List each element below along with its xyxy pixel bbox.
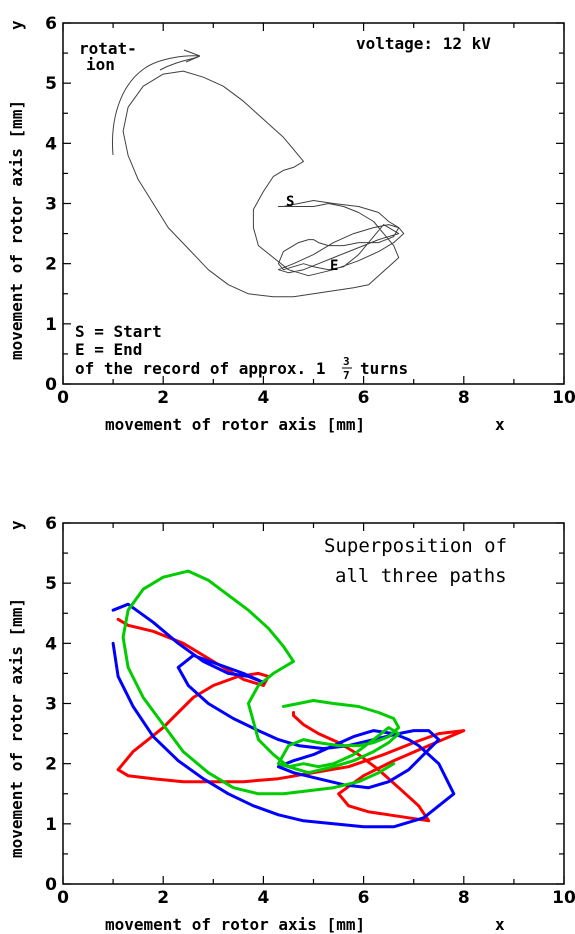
- x-tick-labels: 0 2 4 6 8 10: [57, 388, 575, 408]
- series-line-1: [116, 617, 466, 823]
- x-tick-label: 4: [257, 388, 269, 408]
- rotation-annotation-line1: rotat-: [79, 39, 137, 58]
- x-tick-label: 6: [358, 388, 370, 408]
- axis-ticks: [62, 22, 565, 385]
- start-marker: S: [286, 194, 294, 210]
- series-line-1: [122, 70, 405, 298]
- y-tick-label: 6: [45, 514, 57, 534]
- y-tick-label: 3: [45, 195, 57, 215]
- chart-title-line2: all three paths: [335, 565, 507, 587]
- y-tick-label: 2: [45, 255, 57, 275]
- y-tick-label: 0: [45, 375, 57, 395]
- series-group: [111, 569, 466, 829]
- x-tick-label: 10: [552, 388, 575, 408]
- y-tick-label: 5: [45, 574, 57, 594]
- x-tick-label: 2: [157, 888, 169, 908]
- plot-area-frame: [62, 22, 565, 385]
- y-tick-label: 5: [45, 74, 57, 94]
- x-tick-label: 2: [157, 388, 169, 408]
- rotation-annotation-line2: ion: [86, 55, 115, 74]
- x-tick-label: 4: [257, 888, 269, 908]
- x-axis-variable: x: [495, 415, 505, 434]
- y-tick-label: 4: [45, 134, 57, 154]
- x-tick-label: 8: [458, 388, 470, 408]
- y-tick-label: 3: [45, 695, 57, 715]
- y-tick-label: 4: [45, 634, 57, 654]
- y-tick-label: 1: [45, 815, 57, 835]
- series-group: [122, 70, 405, 298]
- fraction-denominator: 7: [343, 369, 350, 382]
- axis-ticks: [62, 522, 565, 885]
- rotation-arrow-inner: [159, 56, 199, 71]
- legend-end: E = End: [75, 340, 142, 359]
- y-tick-labels: 0 1 2 3 4 5 6: [45, 14, 57, 395]
- legend-start: S = Start: [75, 322, 162, 341]
- y-tick-labels: 0 1 2 3 4 5 6: [45, 514, 57, 895]
- x-axis-variable: x: [495, 915, 505, 934]
- y-axis-variable: y: [7, 20, 26, 30]
- end-marker: E: [330, 258, 338, 274]
- y-tick-label: 6: [45, 14, 57, 34]
- y-tick-label: 0: [45, 875, 57, 895]
- record-note-turns: turns: [360, 359, 408, 378]
- chart-1: 0 2 4 6 8 10 0 1 2 3 4 5 6 movement of rotor axis […: [7, 14, 575, 434]
- y-axis-label: movement of rotor axis [mm]: [7, 100, 26, 360]
- x-tick-label: 10: [552, 888, 575, 908]
- y-tick-label: 1: [45, 315, 57, 335]
- x-tick-label: 0: [57, 388, 69, 408]
- voltage-annotation: voltage: 12 kV: [356, 34, 491, 53]
- chart-title-line1: Superposition of: [324, 535, 507, 557]
- x-tick-labels: 0 2 4 6 8 10: [57, 888, 575, 908]
- y-tick-label: 2: [45, 755, 57, 775]
- x-axis-label: movement of rotor axis [mm]: [105, 915, 365, 934]
- fraction-numerator: 3: [343, 355, 350, 368]
- chart-2: 0 2 4 6 8 10 0 1 2 3 4 5 6 movement of rotor axis […: [7, 514, 575, 934]
- y-axis-label: movement of rotor axis [mm]: [7, 598, 26, 858]
- x-tick-label: 8: [458, 888, 470, 908]
- series-line-2: [111, 602, 456, 829]
- series-line-3: [121, 569, 401, 796]
- x-axis-label: movement of rotor axis [mm]: [105, 415, 365, 434]
- record-note: of the record of approx. 1: [75, 359, 325, 378]
- x-tick-label: 6: [358, 888, 370, 908]
- x-tick-label: 0: [57, 888, 69, 908]
- y-axis-variable: y: [7, 520, 26, 530]
